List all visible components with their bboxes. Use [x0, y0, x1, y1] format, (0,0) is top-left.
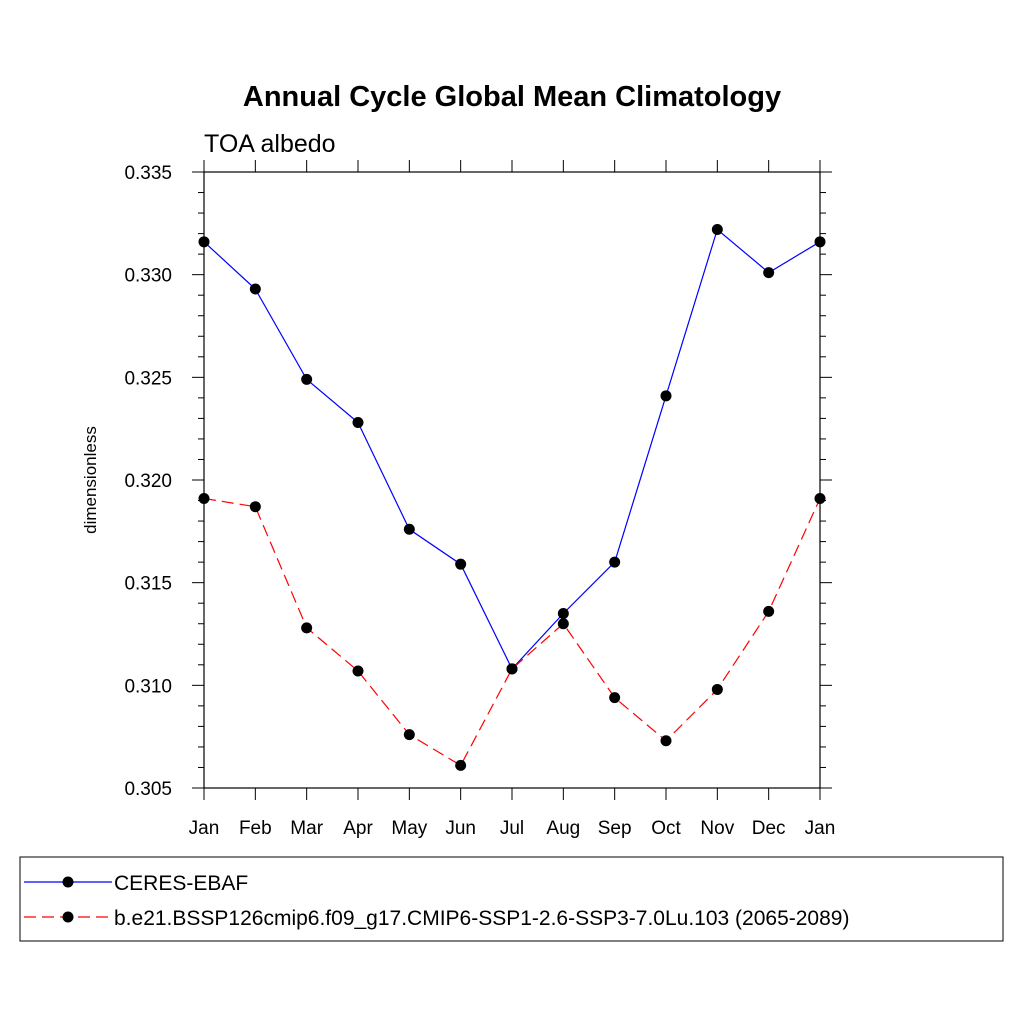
- data-point-series-1: [660, 735, 672, 747]
- data-point-series-1: [455, 759, 467, 771]
- series-line-1: [203, 497, 821, 767]
- legend-label-ceres: CERES-EBAF: [114, 872, 248, 895]
- x-tick-label: Dec: [752, 818, 786, 839]
- series-markers: [198, 223, 826, 771]
- y-tick-label: 0.315: [124, 574, 172, 595]
- data-point-series-0: [455, 558, 467, 570]
- chart-subtitle: TOA albedo: [204, 130, 336, 158]
- data-point-series-0: [352, 417, 364, 429]
- data-point-series-0: [660, 390, 672, 402]
- y-axis-label: dimensionless: [81, 426, 100, 534]
- y-tick-label: 0.305: [124, 779, 172, 800]
- x-tick-label: Apr: [343, 818, 373, 839]
- y-tick-label: 0.335: [124, 163, 172, 184]
- data-point-series-1: [711, 683, 723, 695]
- legend-marker-ceres: [62, 876, 74, 888]
- series-lines: [203, 228, 821, 767]
- x-tick-label: Jan: [189, 818, 220, 839]
- data-point-series-0: [609, 556, 621, 568]
- y-tick-label: 0.330: [124, 266, 172, 287]
- data-point-series-0: [711, 223, 723, 235]
- legend-box: [19, 856, 1004, 942]
- legend: CERES-EBAF b.e21.BSSP126cmip6.f09_g17.CM…: [19, 856, 1004, 942]
- data-point-series-0: [198, 236, 210, 248]
- x-tick-label: May: [391, 818, 427, 839]
- x-tick-label: Oct: [651, 818, 681, 839]
- y-tick-label: 0.320: [124, 471, 172, 492]
- data-point-series-1: [814, 492, 826, 504]
- x-tick-label: Jun: [445, 818, 476, 839]
- data-point-series-1: [609, 692, 621, 704]
- x-tick-label: Sep: [598, 818, 632, 839]
- y-tick-label: 0.310: [124, 676, 172, 697]
- x-tick-label: Feb: [239, 818, 272, 839]
- plot-frame: [203, 171, 821, 789]
- chart-title: Annual Cycle Global Mean Climatology: [243, 81, 781, 113]
- data-point-series-1: [249, 501, 261, 513]
- y-tick-labels: 0.305 0.310 0.315 0.320 0.325 0.330 0.335: [124, 163, 172, 800]
- data-point-series-0: [301, 373, 313, 385]
- data-point-series-0: [763, 267, 775, 279]
- series-line-0: [203, 228, 821, 670]
- data-point-series-1: [352, 665, 364, 677]
- data-point-series-0: [814, 236, 826, 248]
- x-tick-label: Nov: [700, 818, 734, 839]
- data-point-series-1: [506, 663, 518, 675]
- axis-ticks: [192, 160, 832, 800]
- data-point-series-1: [557, 618, 569, 630]
- legend-label-model: b.e21.BSSP126cmip6.f09_g17.CMIP6-SSP1-2.…: [114, 907, 849, 930]
- data-point-series-0: [249, 283, 261, 295]
- legend-marker-model: [62, 911, 74, 923]
- x-tick-labels: Jan Feb Mar Apr May Jun Jul Aug Sep Oct Nov Dec Jan: [189, 818, 836, 839]
- data-point-series-0: [403, 523, 415, 535]
- data-point-series-0: [557, 607, 569, 619]
- y-tick-label: 0.325: [124, 368, 172, 389]
- x-tick-label: Jan: [805, 818, 836, 839]
- data-point-series-1: [403, 729, 415, 741]
- data-point-series-1: [301, 622, 313, 634]
- data-point-series-1: [198, 492, 210, 504]
- data-point-series-1: [763, 605, 775, 617]
- x-tick-label: Mar: [290, 818, 323, 839]
- x-tick-label: Aug: [546, 818, 580, 839]
- x-tick-label: Jul: [500, 818, 524, 839]
